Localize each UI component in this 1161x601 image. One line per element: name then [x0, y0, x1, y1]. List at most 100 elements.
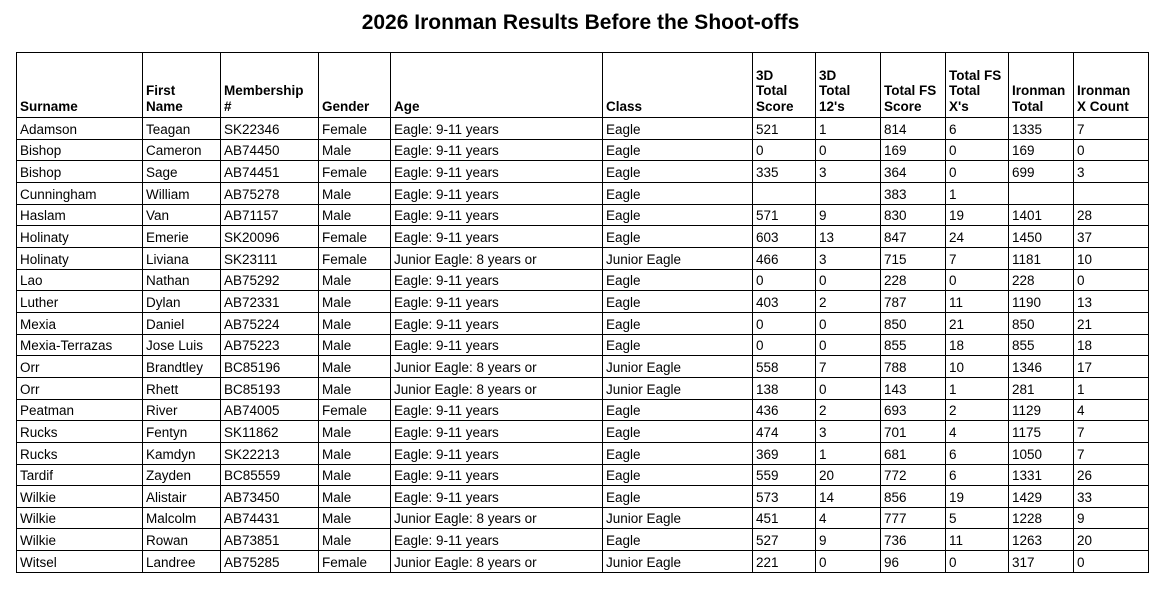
cell-age: Eagle: 9-11 years	[390, 160, 603, 183]
cell-total-fs-total-xs: 6	[945, 441, 1009, 465]
cell-ironman-x-count: 10	[1073, 246, 1149, 270]
cell-age: Eagle: 9-11 years	[390, 420, 603, 443]
cell-age: Eagle: 9-11 years	[390, 463, 603, 487]
cell-3d-total-12s: 2	[815, 290, 881, 313]
cell-first-name: Cameron	[142, 138, 221, 162]
cell-3d-total-12s: 4	[815, 506, 881, 530]
cell-age: Eagle: 9-11 years	[390, 225, 603, 248]
cell-class: Eagle	[602, 138, 753, 162]
cell-first-name: Dylan	[142, 290, 221, 313]
cell-ironman-x-count: 13	[1073, 290, 1149, 313]
cell-3d-total-score: 451	[752, 506, 816, 530]
cell-membership-number: SK23111	[220, 246, 319, 270]
cell-surname: Witsel	[16, 550, 143, 573]
cell-age: Junior Eagle: 8 years or	[390, 246, 603, 270]
cell-membership-number: AB75278	[220, 181, 319, 205]
table-row: Mexia Daniel AB75224 Male Eagle: 9-11 years E…	[16, 311, 1149, 335]
cell-ironman-total: 1181	[1008, 246, 1074, 270]
cell-total-fs-total-xs: 6	[945, 463, 1009, 487]
cell-total-fs-total-xs: 6	[945, 117, 1009, 140]
cell-3d-total-score: 573	[752, 485, 816, 508]
cell-first-name: Rhett	[142, 376, 221, 400]
cell-total-fs-score: 788	[880, 355, 946, 378]
cell-ironman-x-count: 0	[1073, 550, 1149, 573]
cell-age: Eagle: 9-11 years	[390, 528, 603, 552]
cell-class: Eagle	[602, 398, 753, 422]
cell-ironman-total: 1263	[1008, 528, 1074, 552]
cell-ironman-x-count: 0	[1073, 268, 1149, 292]
cell-ironman-x-count: 7	[1073, 441, 1149, 465]
cell-membership-number: AB75223	[220, 333, 319, 357]
cell-age: Eagle: 9-11 years	[390, 117, 603, 140]
cell-age: Junior Eagle: 8 years or	[390, 506, 603, 530]
cell-3d-total-score: 559	[752, 463, 816, 487]
cell-membership-number: AB75224	[220, 311, 319, 335]
table-row: Wilkie Alistair AB73450 Male Eagle: 9-11 yea…	[16, 485, 1149, 508]
cell-first-name: Liviana	[142, 246, 221, 270]
column-header-surname: Surname	[16, 52, 143, 118]
cell-class: Eagle	[602, 117, 753, 140]
cell-surname: Rucks	[16, 420, 143, 443]
cell-total-fs-score: 169	[880, 138, 946, 162]
cell-ironman-x-count: 7	[1073, 117, 1149, 140]
cell-class: Junior Eagle	[602, 506, 753, 530]
cell-ironman-total: 1190	[1008, 290, 1074, 313]
table-row: Haslam Van AB71157 Male Eagle: 9-11 years Eag…	[16, 203, 1149, 227]
cell-membership-number: AB71157	[220, 203, 319, 227]
cell-surname: Bishop	[16, 138, 143, 162]
cell-total-fs-score: 856	[880, 485, 946, 508]
table-row: Rucks Kamdyn SK22213 Male Eagle: 9-11 years E…	[16, 441, 1149, 465]
cell-3d-total-12s: 7	[815, 355, 881, 378]
cell-age: Eagle: 9-11 years	[390, 485, 603, 508]
cell-first-name: Zayden	[142, 463, 221, 487]
table-row: Bishop Sage AB74451 Female Eagle: 9-11 years…	[16, 160, 1149, 183]
cell-gender: Male	[318, 203, 391, 227]
column-header-total-fs-total-xs: Total FS Total X's	[945, 52, 1009, 118]
cell-first-name: Alistair	[142, 485, 221, 508]
cell-total-fs-score: 228	[880, 268, 946, 292]
cell-3d-total-12s: 3	[815, 160, 881, 183]
cell-age: Eagle: 9-11 years	[390, 181, 603, 205]
table-row: Adamson Teagan SK22346 Female Eagle: 9-11 ye…	[16, 117, 1149, 140]
column-header-age: Age	[390, 52, 603, 118]
cell-total-fs-score: 693	[880, 398, 946, 422]
cell-membership-number: AB74450	[220, 138, 319, 162]
cell-membership-number: SK22346	[220, 117, 319, 140]
cell-surname: Adamson	[16, 117, 143, 140]
cell-first-name: William	[142, 181, 221, 205]
table-row: Tardif Zayden BC85559 Male Eagle: 9-11 years…	[16, 463, 1149, 487]
cell-3d-total-12s: 0	[815, 268, 881, 292]
cell-membership-number: AB73450	[220, 485, 319, 508]
cell-3d-total-12s: 0	[815, 311, 881, 335]
cell-surname: Lao	[16, 268, 143, 292]
cell-class: Eagle	[602, 333, 753, 357]
cell-class: Eagle	[602, 420, 753, 443]
table-row: Mexia-Terrazas Jose Luis AB75223 Male Eagle:…	[16, 333, 1149, 357]
cell-total-fs-total-xs: 10	[945, 355, 1009, 378]
cell-age: Eagle: 9-11 years	[390, 333, 603, 357]
cell-gender: Male	[318, 528, 391, 552]
cell-first-name: Malcolm	[142, 506, 221, 530]
cell-3d-total-score: 0	[752, 311, 816, 335]
cell-surname: Orr	[16, 376, 143, 400]
column-header-ironman-total: Ironman Total	[1008, 52, 1074, 118]
cell-membership-number: AB72331	[220, 290, 319, 313]
cell-surname: Holinaty	[16, 246, 143, 270]
cell-total-fs-total-xs: 5	[945, 506, 1009, 530]
cell-3d-total-12s: 20	[815, 463, 881, 487]
cell-class: Eagle	[602, 290, 753, 313]
cell-3d-total-score: 138	[752, 376, 816, 400]
cell-ironman-total: 1346	[1008, 355, 1074, 378]
cell-gender: Female	[318, 160, 391, 183]
cell-gender: Female	[318, 246, 391, 270]
cell-age: Eagle: 9-11 years	[390, 441, 603, 465]
cell-surname: Holinaty	[16, 225, 143, 248]
cell-first-name: River	[142, 398, 221, 422]
column-header-first-name: First Name	[142, 52, 221, 118]
cell-total-fs-total-xs: 24	[945, 225, 1009, 248]
cell-first-name: Teagan	[142, 117, 221, 140]
cell-class: Eagle	[602, 268, 753, 292]
column-header-3d-total-score: 3D Total Score	[752, 52, 816, 118]
cell-gender: Male	[318, 506, 391, 530]
cell-total-fs-score: 364	[880, 160, 946, 183]
